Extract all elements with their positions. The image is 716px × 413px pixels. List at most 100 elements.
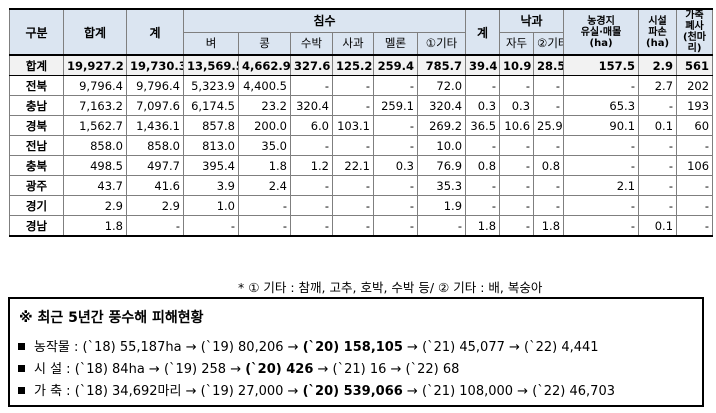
table-row: 광주 43.7 41.6 3.9 2.4- - -35.3- - -2.1- - xyxy=(9,175,714,196)
region-cell: 경북 xyxy=(9,115,64,136)
value-cell: 259.4 xyxy=(373,54,418,76)
value-cell: 23.2 xyxy=(238,95,291,116)
table-row: 경북 1,562.7 1,436.1 857.8 200.0 6.0 103.1-269.2… xyxy=(9,115,714,136)
value-cell: 2.7 xyxy=(638,75,678,96)
summary-values: (`18) 34,692마리 → (`19) 27,000 → xyxy=(74,384,303,399)
header-flooding-item: 수박 xyxy=(290,31,333,56)
table-row: 충북 498.5 497.7 395.4 1.8 1.2 22.1 0.3 76.9 0.8-0.… xyxy=(9,155,714,176)
value-cell: 2.9 xyxy=(638,54,678,76)
header-flooding-item: 사과 xyxy=(332,31,374,56)
table-row: 합계 19,927.2 19,730.3 13,569.5 4,662.9 327.6 12… xyxy=(9,54,714,76)
value-cell: - xyxy=(533,135,565,156)
value-cell: - xyxy=(638,155,678,176)
summary-label: 가 축 : xyxy=(34,384,71,399)
region-cell: 전북 xyxy=(9,75,64,96)
value-cell: 0.3 xyxy=(373,155,418,176)
value-cell: 0.8 xyxy=(533,155,565,176)
value-cell: - xyxy=(290,135,333,156)
value-cell: - xyxy=(332,215,374,237)
value-cell: - xyxy=(676,215,714,237)
summary-peak: (`20) 539,066 xyxy=(302,384,403,399)
value-cell: - xyxy=(290,75,333,96)
header-flooding-item: 벼 xyxy=(183,31,239,56)
region-cell: 경남 xyxy=(9,215,64,237)
value-cell: 6.0 xyxy=(290,115,333,136)
summary-label: 농작물 : xyxy=(34,340,79,355)
footnote: * ① 기타 : 참깨, 고추, 호박, 수박 등/ ② 기타 : 배, 복숭아 xyxy=(238,280,543,295)
value-cell: - xyxy=(373,195,418,216)
table-row: 충남 7,163.2 7,097.6 6,174.5 23.2 320.4-259.1 32… xyxy=(9,95,714,116)
value-cell: - xyxy=(638,175,678,196)
value-cell: 60 xyxy=(676,115,714,136)
value-cell: - xyxy=(290,175,333,196)
value-cell: 202 xyxy=(676,75,714,96)
value-cell: 1.8 xyxy=(238,155,291,176)
value-cell: - xyxy=(183,215,239,237)
value-cell: 1,562.7 xyxy=(63,115,127,136)
value-cell: - xyxy=(332,135,374,156)
value-cell: 0.1 xyxy=(638,115,678,136)
region-cell: 광주 xyxy=(9,175,64,196)
value-cell: 1.8 xyxy=(533,215,565,237)
value-cell: - xyxy=(416,215,467,237)
value-cell: 7,163.2 xyxy=(63,95,127,116)
summary-values: (`18) 55,187ha → (`19) 80,206 → xyxy=(82,340,303,355)
value-cell: 13,569.5 xyxy=(183,54,239,76)
value-cell: - xyxy=(533,95,565,116)
value-cell: 25.9 xyxy=(533,115,565,136)
value-cell: 2.4 xyxy=(238,175,291,196)
value-cell: 28.5 xyxy=(533,54,565,76)
value-cell: - xyxy=(290,195,333,216)
value-cell: 813.0 xyxy=(183,135,239,156)
value-cell: 9,796.4 xyxy=(63,75,127,96)
bullet-icon xyxy=(18,387,25,394)
value-cell: - xyxy=(499,155,535,176)
value-cell: 157.5 xyxy=(563,54,640,76)
value-cell: 9,796.4 xyxy=(126,75,184,96)
value-cell: - xyxy=(499,175,535,196)
value-cell: 103.1 xyxy=(332,115,374,136)
value-cell: - xyxy=(499,75,535,96)
summary-values: → (`21) 16 → (`22) 68 xyxy=(313,362,460,377)
value-cell: 5,323.9 xyxy=(183,75,239,96)
value-cell: 125.2 xyxy=(332,54,374,76)
value-cell: 0.3 xyxy=(499,95,535,116)
header-fruitdrop-item: 자두 xyxy=(499,31,535,56)
value-cell: 858.0 xyxy=(63,135,127,156)
table-row: 전북 9,796.4 9,796.4 5,323.9 4,400.5- - -72.0- - -… xyxy=(9,75,714,96)
table-row: 경남 1.8- - - - - - -1.8-1.8-0.1- xyxy=(9,215,714,237)
value-cell: 497.7 xyxy=(126,155,184,176)
value-cell: - xyxy=(465,175,501,196)
value-cell: - xyxy=(290,215,333,237)
value-cell: - xyxy=(676,195,714,216)
summary-values: → (`21) 108,000 → (`22) 46,703 xyxy=(402,384,615,399)
value-cell: 10.6 xyxy=(499,115,535,136)
value-cell: 41.6 xyxy=(126,175,184,196)
value-cell: 2.9 xyxy=(126,195,184,216)
header-fruitdrop-subtotal: 계 xyxy=(465,8,501,56)
value-cell: - xyxy=(638,95,678,116)
value-cell: 2.1 xyxy=(563,175,640,196)
region-cell: 경기 xyxy=(9,195,64,216)
header-farmland: 농경지 유실·매몰 (ha) xyxy=(563,8,640,56)
value-cell: - xyxy=(533,75,565,96)
value-cell: 193 xyxy=(676,95,714,116)
value-cell: 39.4 xyxy=(465,54,501,76)
value-cell: - xyxy=(332,175,374,196)
value-cell: - xyxy=(676,175,714,196)
summary-peak: (`20) 426 xyxy=(245,362,314,377)
value-cell: 561 xyxy=(676,54,714,76)
value-cell: 3.9 xyxy=(183,175,239,196)
value-cell: - xyxy=(676,135,714,156)
summary-title: ※ 최근 5년간 풍수해 피해현황 xyxy=(19,310,204,326)
value-cell: 498.5 xyxy=(63,155,127,176)
summary-line-facility: 시 설 : (`18) 84ha → (`19) 258 → (`20) 426… xyxy=(18,358,459,377)
value-cell: 1.8 xyxy=(63,215,127,237)
value-cell: - xyxy=(465,75,501,96)
header-fruitdrop-item: ②기타 xyxy=(533,31,565,56)
value-cell: 0.1 xyxy=(638,215,678,237)
value-cell: - xyxy=(638,135,678,156)
value-cell: 0.3 xyxy=(465,95,501,116)
value-cell: 90.1 xyxy=(563,115,640,136)
summary-peak: (`20) 158,105 xyxy=(302,340,403,355)
